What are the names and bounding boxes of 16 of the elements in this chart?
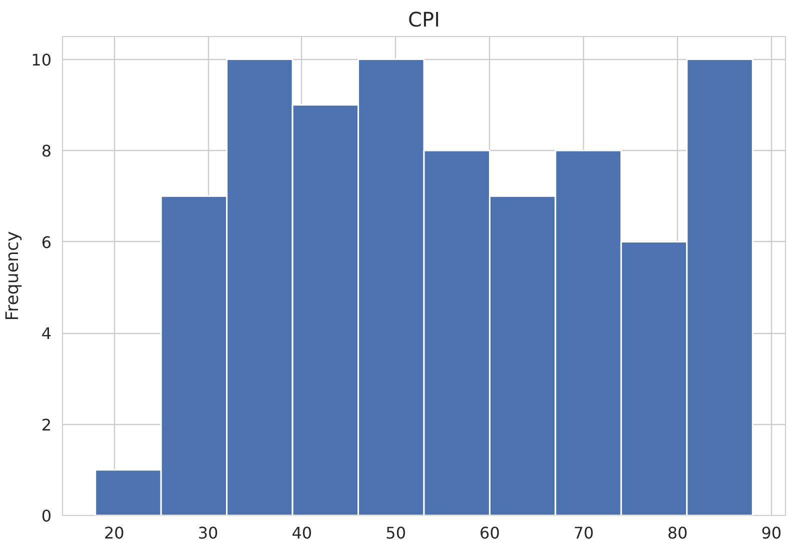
x-tick-label: 30 [198,524,218,541]
x-tick-label: 40 [292,524,312,541]
y-tick-label: 6 [41,232,52,252]
y-axis-title: Frequency [3,231,24,321]
x-tick-label: 20 [104,524,124,541]
y-tick-label: 4 [41,324,52,344]
y-tick-label: 8 [41,142,52,161]
x-tick-label: 60 [480,524,500,541]
x-tick-label: 90 [761,524,782,541]
y-tick-label: 2 [41,415,52,434]
x-tick-label: 50 [386,524,406,541]
chart-title: CPI [408,8,440,32]
x-tick-label: 70 [573,524,594,541]
y-tick-label: 0 [41,506,52,526]
y-tick-label: 10 [31,50,52,70]
x-tick-label: 80 [667,524,688,541]
